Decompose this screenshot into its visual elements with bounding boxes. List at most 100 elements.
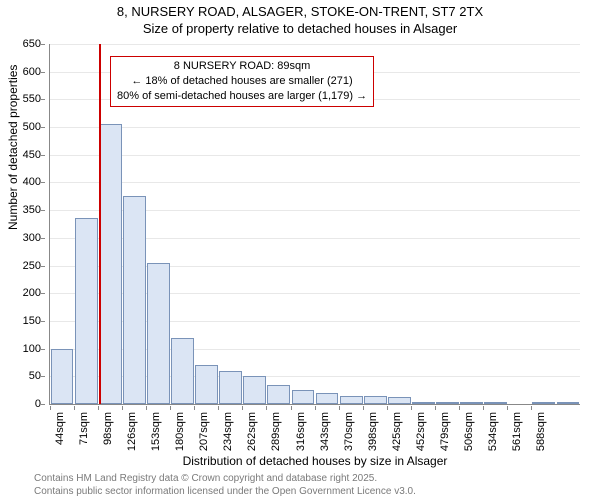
y-tick-mark (41, 182, 45, 183)
y-tick-label: 0 (11, 398, 41, 410)
y-tick-label: 600 (11, 66, 41, 78)
x-tick-mark (363, 406, 364, 410)
x-tick-label: 479sqm (439, 412, 451, 460)
x-tick-label: 234sqm (222, 412, 234, 460)
histogram-bar (267, 385, 290, 404)
histogram-bar (171, 338, 194, 404)
y-tick-label: 200 (11, 287, 41, 299)
x-tick-mark (242, 406, 243, 410)
x-tick-label: 588sqm (535, 412, 547, 460)
y-tick-mark (41, 155, 45, 156)
x-tick-mark (435, 406, 436, 410)
x-tick-label: 343sqm (319, 412, 331, 460)
y-tick-mark (41, 99, 45, 100)
x-tick-label: 180sqm (174, 412, 186, 460)
x-tick-label: 71sqm (78, 412, 90, 460)
histogram-bar (195, 365, 218, 404)
y-tick-label: 500 (11, 121, 41, 133)
y-tick-mark (41, 266, 45, 267)
x-tick-label: 289sqm (270, 412, 282, 460)
x-axis-label: Distribution of detached houses by size … (45, 454, 585, 468)
x-tick-label: 153sqm (150, 412, 162, 460)
y-tick-label: 150 (11, 315, 41, 327)
chart-title: 8, NURSERY ROAD, ALSAGER, STOKE-ON-TRENT… (0, 0, 600, 38)
histogram-bar (147, 263, 170, 404)
x-tick-mark (98, 406, 99, 410)
y-tick-label: 400 (11, 176, 41, 188)
x-tick-mark (170, 406, 171, 410)
x-tick-mark (266, 406, 267, 410)
x-tick-mark (218, 406, 219, 410)
y-tick-label: 300 (11, 232, 41, 244)
x-tick-mark (507, 406, 508, 410)
title-line-2: Size of property relative to detached ho… (0, 21, 600, 38)
x-tick-mark (459, 406, 460, 410)
histogram-bar (292, 390, 315, 404)
x-tick-label: 561sqm (511, 412, 523, 460)
x-tick-mark (122, 406, 123, 410)
x-tick-label: 207sqm (198, 412, 210, 460)
reference-line (99, 44, 101, 404)
annotation-box: 8 NURSERY ROAD: 89sqm ← 18% of detached … (110, 56, 374, 107)
y-tick-mark (41, 293, 45, 294)
x-tick-mark (531, 406, 532, 410)
y-tick-mark (41, 238, 45, 239)
x-tick-label: 370sqm (343, 412, 355, 460)
y-tick-mark (41, 376, 45, 377)
histogram-bar (484, 402, 507, 404)
histogram-bar (75, 218, 98, 404)
chart-area: 050100150200250300350400450500550600650 … (45, 44, 585, 444)
x-tick-label: 452sqm (415, 412, 427, 460)
histogram-bar (557, 402, 580, 404)
x-tick-label: 398sqm (367, 412, 379, 460)
footer-attribution: Contains HM Land Registry data © Crown c… (34, 473, 416, 498)
y-tick-mark (41, 404, 45, 405)
histogram-bar (51, 349, 74, 404)
y-tick-mark (41, 127, 45, 128)
x-tick-label: 126sqm (126, 412, 138, 460)
annotation-line-1: 8 NURSERY ROAD: 89sqm (117, 59, 367, 74)
histogram-bar (460, 402, 483, 404)
histogram-bar (219, 371, 242, 404)
histogram-bar (412, 402, 435, 404)
y-tick-mark (41, 72, 45, 73)
x-tick-label: 316sqm (295, 412, 307, 460)
y-tick-mark (41, 210, 45, 211)
y-tick-label: 350 (11, 204, 41, 216)
x-tick-mark (50, 406, 51, 410)
y-tick-label: 450 (11, 149, 41, 161)
histogram-bar (364, 396, 387, 404)
x-tick-label: 262sqm (246, 412, 258, 460)
y-tick-label: 100 (11, 343, 41, 355)
histogram-bar (436, 402, 459, 404)
x-tick-mark (387, 406, 388, 410)
y-tick-mark (41, 44, 45, 45)
histogram-bar (99, 124, 122, 404)
x-tick-label: 506sqm (463, 412, 475, 460)
x-tick-mark (194, 406, 195, 410)
x-tick-label: 44sqm (54, 412, 66, 460)
y-tick-label: 550 (11, 93, 41, 105)
x-tick-mark (411, 406, 412, 410)
histogram-bar (123, 196, 146, 404)
y-tick-mark (41, 321, 45, 322)
x-tick-mark (146, 406, 147, 410)
x-tick-mark (339, 406, 340, 410)
x-tick-mark (74, 406, 75, 410)
x-tick-label: 534sqm (487, 412, 499, 460)
x-tick-label: 425sqm (391, 412, 403, 460)
histogram-bar (316, 393, 339, 404)
title-line-1: 8, NURSERY ROAD, ALSAGER, STOKE-ON-TRENT… (0, 4, 600, 21)
x-tick-mark (315, 406, 316, 410)
footer-line-1: Contains HM Land Registry data © Crown c… (34, 473, 416, 486)
y-tick-label: 250 (11, 260, 41, 272)
histogram-bar (243, 376, 266, 404)
x-tick-mark (291, 406, 292, 410)
histogram-bar (340, 396, 363, 404)
histogram-bar (532, 402, 555, 404)
footer-line-2: Contains public sector information licen… (34, 486, 416, 499)
plot-area: 8 NURSERY ROAD: 89sqm ← 18% of detached … (49, 44, 580, 405)
x-tick-mark (483, 406, 484, 410)
y-tick-mark (41, 349, 45, 350)
x-tick-label: 98sqm (102, 412, 114, 460)
